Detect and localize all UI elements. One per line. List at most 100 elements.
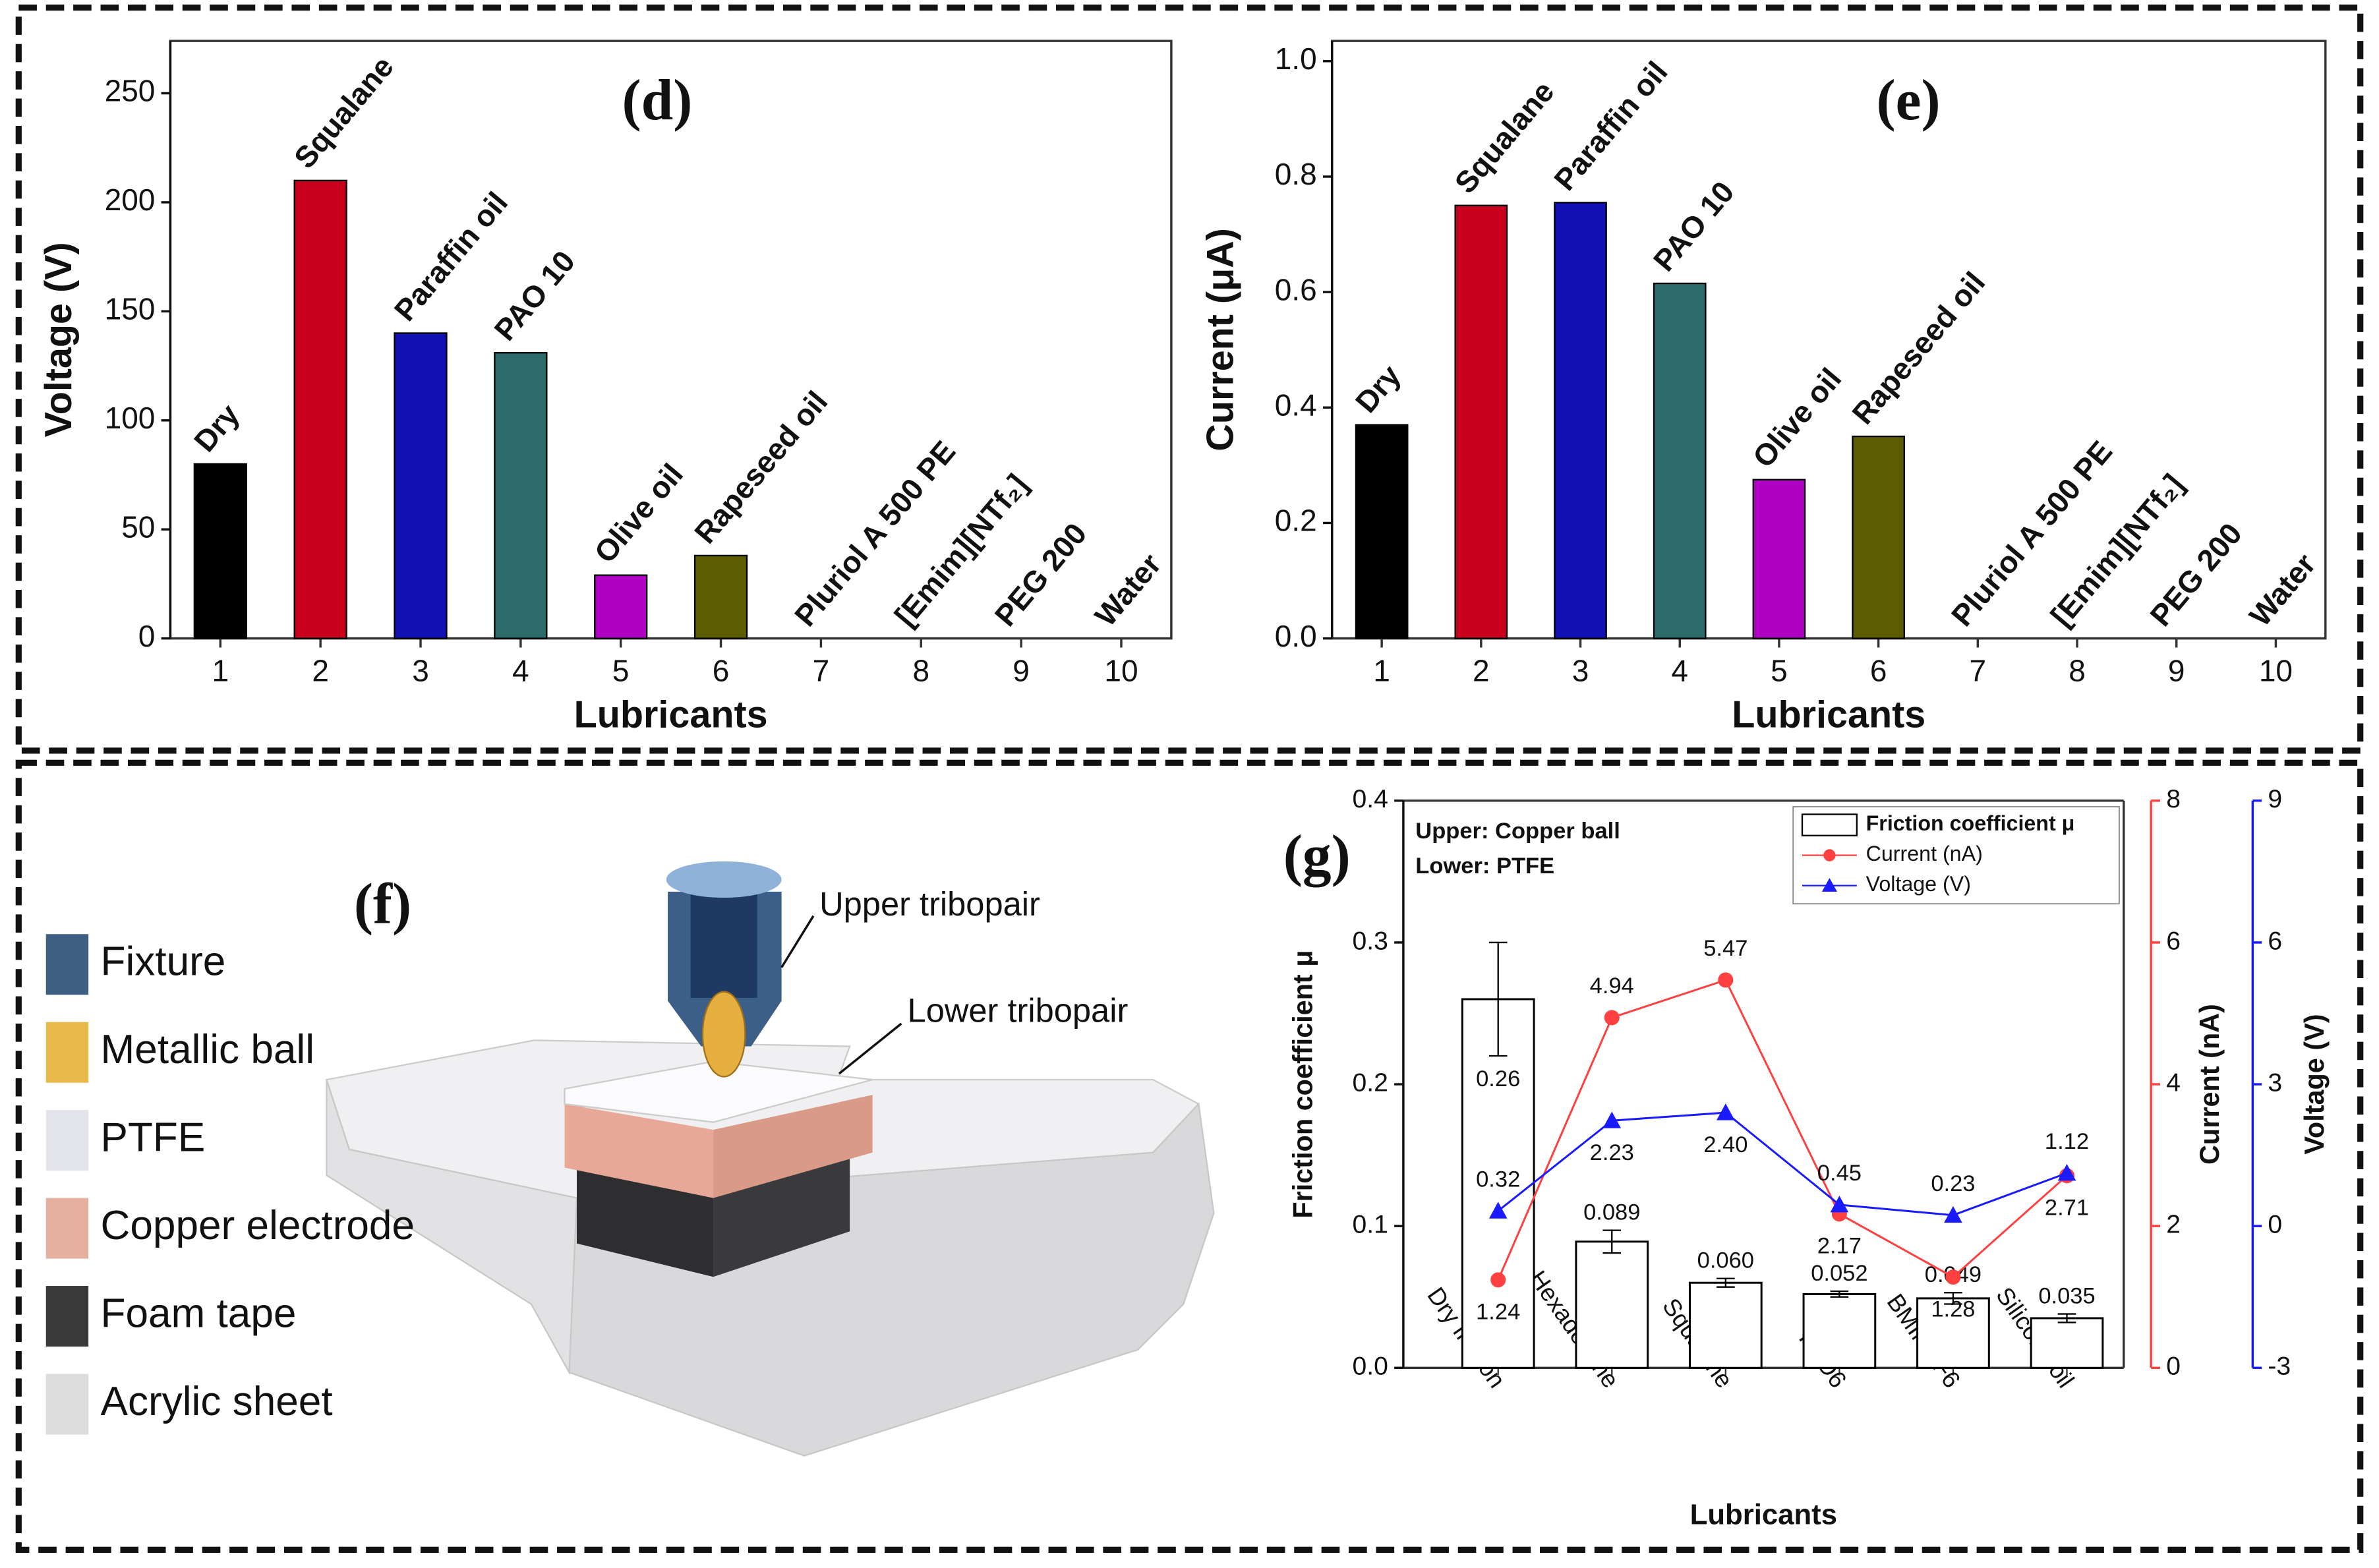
y-tick-label: 6: [2268, 927, 2282, 955]
value-label: 0.23: [1931, 1171, 1975, 1196]
y-tick-label: -3: [2268, 1352, 2291, 1381]
marker: [1945, 1269, 1961, 1285]
bar-label: Rapeseed oil: [688, 384, 834, 550]
x-axis-title: Lubricants: [1690, 1498, 1837, 1530]
bar-label: Water: [2243, 547, 2322, 633]
annotation: Upper: Copper ball: [1415, 819, 1620, 844]
marker: [1604, 1010, 1620, 1026]
marker: [2057, 1164, 2076, 1181]
x-tick-label: 9: [1013, 654, 1030, 688]
y-tick-label: 3: [2268, 1068, 2282, 1097]
panel-label: (d): [622, 68, 693, 132]
marker: [1830, 1196, 1849, 1213]
x-tick-label: 8: [912, 654, 929, 688]
y-tick-label: 50: [121, 509, 155, 544]
value-label: 2.17: [1817, 1234, 1862, 1259]
acrylic-side: [326, 1079, 578, 1376]
x-tick-label: 5: [1771, 654, 1788, 688]
x-tick-label: 9: [2168, 654, 2185, 688]
foam-tape: [576, 1167, 714, 1277]
y-axis-title: Voltage (V): [38, 242, 80, 437]
error-bar: [1830, 1290, 1849, 1298]
copper-side: [713, 1095, 873, 1198]
x-tick-label: 7: [813, 654, 830, 688]
legend-marker: [1821, 878, 1837, 892]
bar-label: Olive oil: [587, 457, 690, 569]
y-axis-title: Voltage (V): [2299, 1014, 2330, 1154]
annotation: Lower: PTFE: [1415, 854, 1554, 879]
bar-label: Dry: [1349, 358, 1407, 419]
x-tick-label: 8: [2069, 654, 2086, 688]
legend-marker: [1823, 849, 1836, 861]
y-tick-label: 0.2: [1353, 1068, 1388, 1097]
marker: [1602, 1111, 1622, 1128]
error-bar: [2057, 1313, 2076, 1323]
x-tick-label: 2: [1473, 654, 1490, 688]
bar: [1461, 998, 1535, 1369]
bar: [594, 574, 648, 639]
y-axis-title: Current (nA): [2194, 1004, 2225, 1165]
ptfe: [564, 1060, 873, 1123]
x-axis-title: Lubricants: [1732, 693, 1925, 736]
bar: [2030, 1317, 2104, 1369]
legend-label: Voltage (V): [1866, 872, 1971, 896]
error-bar: [1717, 1277, 1735, 1288]
y-tick-label: 0.4: [1275, 388, 1317, 422]
bar: [1752, 479, 1806, 639]
marker: [1718, 972, 1734, 988]
x-tick-label: 6: [713, 654, 730, 688]
metallic-ball: [701, 991, 746, 1078]
value-label: 0.089: [1583, 1200, 1640, 1225]
value-label: 2.23: [1590, 1140, 1634, 1165]
y-tick-label: 0: [138, 619, 156, 653]
bar: [293, 179, 347, 639]
fixture-inner: [690, 891, 757, 998]
bar-label: Paraffin oil: [1547, 55, 1674, 197]
y-tick-label: 0.0: [1275, 619, 1317, 653]
x-tick-label: 1: [212, 654, 229, 688]
y-tick-label: 0.6: [1275, 272, 1317, 306]
x-axis-title: Lubricants: [574, 693, 768, 736]
y-tick-label: 4: [2166, 1068, 2181, 1097]
x-tick-label: 4: [1671, 654, 1688, 688]
bar-label: Paraffin oil: [388, 185, 515, 328]
value-label: 1.28: [1931, 1296, 1975, 1321]
bar-label: PEG 200: [2143, 516, 2248, 632]
value-label: 4.94: [1590, 973, 1634, 999]
x-tick-label: 4: [512, 654, 529, 688]
y-axis-title: Current (μA): [1199, 228, 1241, 451]
bar-label: Dry: [187, 397, 246, 459]
value-label: 0.060: [1697, 1248, 1754, 1273]
callout: Lower tribopair: [908, 991, 1129, 1029]
legend-swatch: [1801, 813, 1858, 836]
y-tick-label: 0.0: [1353, 1352, 1388, 1381]
line: [1497, 979, 2068, 1281]
bar: [1554, 202, 1607, 639]
marker: [1490, 1272, 1506, 1288]
bar: [1355, 424, 1409, 639]
bar: [693, 554, 748, 639]
bar: [494, 352, 548, 639]
marker: [1944, 1205, 1962, 1223]
callout-line: [838, 1022, 902, 1075]
frame-bottom: [15, 759, 2364, 1553]
value-label: 0.32: [1476, 1167, 1520, 1192]
legend-swatch: [45, 1110, 89, 1171]
x-tick-label: 6: [1870, 654, 1887, 688]
x-tick-label: 2: [312, 654, 329, 688]
y-tick-label: 6: [2166, 927, 2181, 955]
legend-swatch: [45, 1286, 89, 1347]
callout: Upper tribopair: [819, 885, 1040, 923]
marker: [1717, 1103, 1735, 1120]
y-tick-label: 0.3: [1353, 927, 1388, 955]
legend-label: PTFE: [101, 1115, 206, 1161]
legend-swatch: [45, 934, 89, 995]
panel-label: (e): [1877, 68, 1941, 132]
bar-label: PAO 10: [487, 244, 581, 347]
y-tick-label: 0: [2268, 1211, 2282, 1239]
panel-label: (g): [1283, 823, 1351, 887]
y-tick-label: 100: [105, 401, 156, 435]
callout-line: [780, 915, 815, 968]
legend-label: Friction coefficient μ: [1866, 811, 2075, 835]
